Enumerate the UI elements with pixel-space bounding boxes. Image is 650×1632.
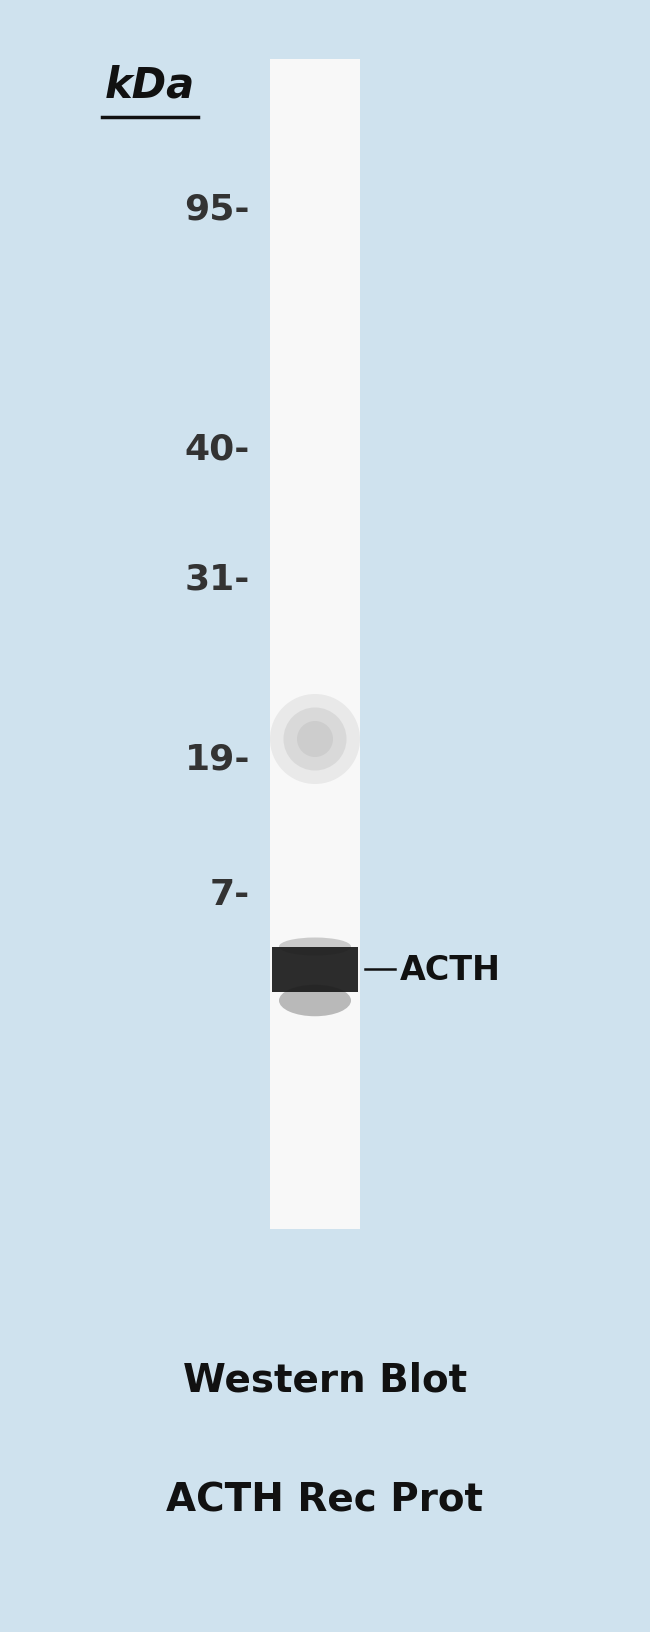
Bar <box>272 947 358 992</box>
Ellipse shape <box>279 938 351 956</box>
Ellipse shape <box>279 986 351 1017</box>
Ellipse shape <box>270 695 360 785</box>
Text: kDa: kDa <box>105 65 195 108</box>
Text: 40-: 40- <box>185 432 250 467</box>
Text: 7-: 7- <box>210 878 250 911</box>
Text: ACTH Rec Prot: ACTH Rec Prot <box>166 1480 484 1518</box>
Text: Western Blot: Western Blot <box>183 1359 467 1399</box>
Text: 95-: 95- <box>185 193 250 227</box>
Ellipse shape <box>297 721 333 757</box>
Ellipse shape <box>283 708 346 770</box>
Bar <box>270 60 360 1229</box>
Text: 31-: 31- <box>185 563 250 597</box>
Text: ACTH: ACTH <box>400 953 501 986</box>
Text: 19-: 19- <box>185 743 250 777</box>
